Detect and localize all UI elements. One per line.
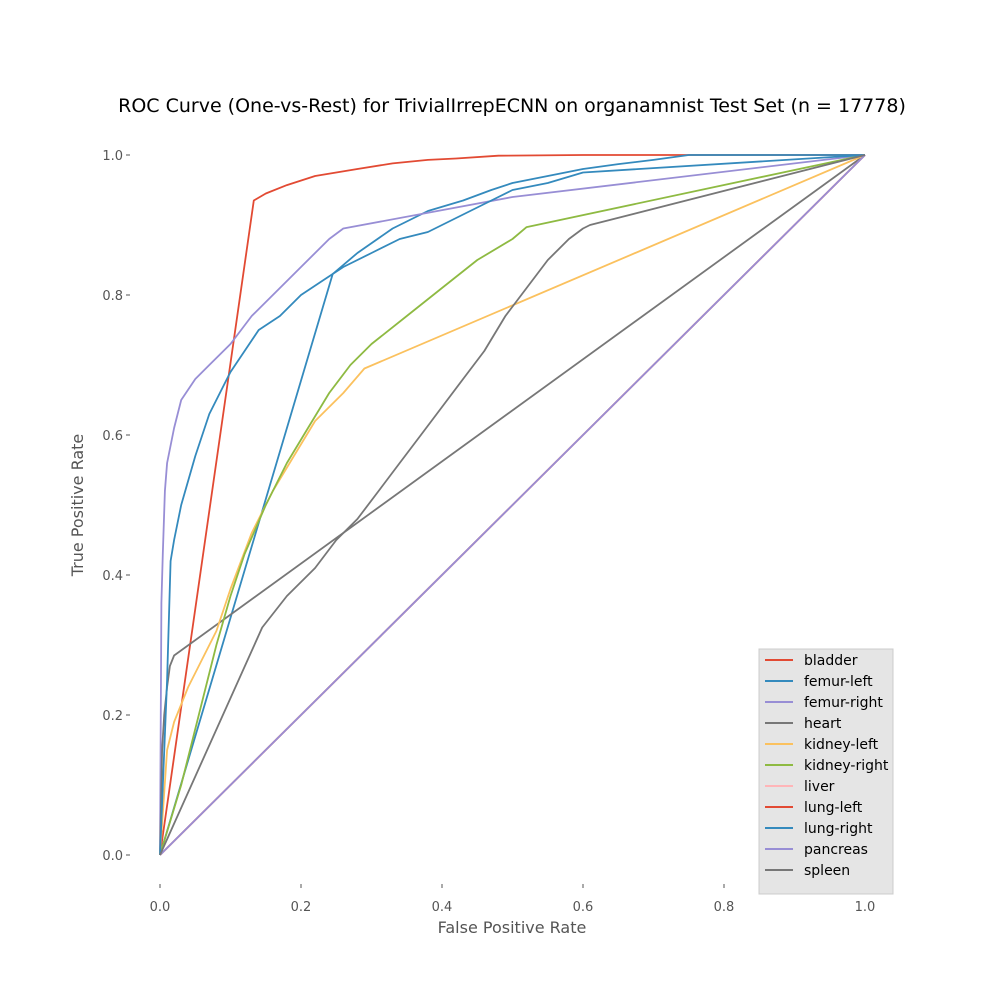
y-tick-label: 0.8 <box>102 289 123 304</box>
legend-entry: femur-right <box>804 695 883 711</box>
legend-entry: lung-right <box>804 821 873 837</box>
legend-entry: bladder <box>804 653 858 669</box>
series-line-lung-right <box>159 154 866 856</box>
series-line-kidney-left <box>159 154 866 856</box>
y-tick-label: 0.6 <box>102 429 123 444</box>
y-tick-label: 0.0 <box>102 849 123 864</box>
x-tick-label: 0.2 <box>291 900 312 915</box>
legend-entry: pancreas <box>804 842 868 858</box>
series-line-spleen <box>159 154 866 856</box>
axis-ticks: 0.0 0.2 0.4 0.6 0.8 1.0 0.0 0.2 0.4 0.6 0.8 1.0 <box>102 149 875 915</box>
y-tick-label: 0.2 <box>102 709 123 724</box>
plot-area <box>159 154 866 856</box>
x-axis-label: False Positive Rate <box>438 918 587 937</box>
series-line-bladder <box>159 154 865 856</box>
x-tick-label: 1.0 <box>855 900 876 915</box>
legend-box <box>758 648 894 895</box>
series-line-femur-right <box>159 154 866 856</box>
legend-entry: lung-left <box>804 800 863 816</box>
y-tick-label: 0.4 <box>102 569 123 584</box>
legend-entry: spleen <box>804 863 850 879</box>
legend-entry: femur-left <box>804 674 873 690</box>
legend-entry: heart <box>804 716 842 732</box>
legend-entry: liver <box>804 779 835 795</box>
legend-entry: kidney-left <box>804 737 879 753</box>
legend: bladder femur-left femur-right heart kidney-… <box>758 648 894 895</box>
x-tick-label: 0.4 <box>432 900 453 915</box>
legend-entry: kidney-right <box>804 758 889 774</box>
series-line-femur-left <box>159 154 865 856</box>
y-tick-label: 1.0 <box>102 149 123 164</box>
chart-title: ROC Curve (One-vs-Rest) for TrivialIrrep… <box>118 95 906 117</box>
series-line-pancreas <box>159 154 866 856</box>
x-tick-label: 0.6 <box>573 900 594 915</box>
x-tick-label: 0.0 <box>150 900 171 915</box>
y-axis-label: True Positive Rate <box>68 434 87 578</box>
x-tick-label: 0.8 <box>714 900 735 915</box>
series-line-kidney-right <box>159 154 866 856</box>
